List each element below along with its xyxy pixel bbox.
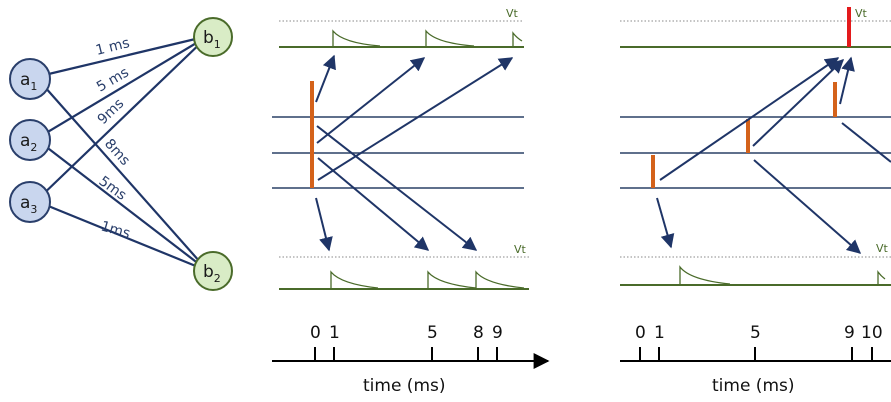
edge-label-a3-b2: 1ms <box>99 218 132 242</box>
psp-curves-b2 <box>330 270 525 289</box>
timing-panel-1: Vt Vt <box>272 7 550 396</box>
node-a3: a3 <box>9 181 51 223</box>
node-b1: b1 <box>193 17 233 57</box>
output-nodes: b1 b2 <box>193 17 233 291</box>
arrow-a3-b1 <box>317 57 514 181</box>
arrow-a1-b1 <box>315 54 336 103</box>
tick-label: 5 <box>750 323 761 343</box>
psp-curve <box>679 265 731 285</box>
input-spikes <box>651 82 837 188</box>
psp-curve <box>332 29 381 47</box>
tick-label: 9 <box>844 323 855 343</box>
time-axis-2: 0 1 5 9 10 time (ms) <box>620 323 891 396</box>
svg-text:b2: b2 <box>203 262 221 285</box>
psp-curve <box>877 270 886 285</box>
arrow-a1-b2-partial <box>841 122 891 163</box>
edge-label-a2-b1: 5 ms <box>94 64 132 95</box>
arrow-a3-b2 <box>315 197 333 252</box>
tick-label: 9 <box>492 323 503 343</box>
tick-label: 1 <box>329 323 340 343</box>
propagation-arrows <box>656 56 862 254</box>
node-b2-sub: 2 <box>214 272 221 285</box>
timing-panel-2: Vt Vt <box>620 7 891 396</box>
svg-text:a1: a1 <box>20 70 37 93</box>
propagation-arrows <box>315 54 514 252</box>
tick-label: 0 <box>310 323 321 343</box>
node-a2-base: a <box>20 131 30 151</box>
tick-label: 10 <box>861 323 883 343</box>
node-a2: a2 <box>9 119 51 161</box>
network-edges <box>35 34 209 273</box>
node-a1-sub: 1 <box>30 80 37 93</box>
node-b2-base: b <box>203 262 214 282</box>
axis-label: time (ms) <box>363 376 446 396</box>
tick-label: 1 <box>654 323 665 343</box>
psp-curve <box>512 31 523 47</box>
edge-a3-b2 <box>35 199 209 273</box>
svg-text:a2: a2 <box>20 131 37 154</box>
tick-label: 0 <box>635 323 646 343</box>
node-b1-sub: 1 <box>214 38 221 51</box>
edge-a2-b2 <box>35 138 209 272</box>
psp-curve <box>475 270 525 289</box>
arrow-a1-b2 <box>316 125 478 251</box>
psp-curves-b2 <box>679 265 886 285</box>
edge-a1-b2 <box>35 76 209 272</box>
input-nodes: a1 a2 a3 <box>9 58 51 223</box>
vt-label-top: Vt <box>506 7 519 20</box>
psp-curves-b1 <box>332 29 523 47</box>
arrow-a3-b2 <box>656 197 675 249</box>
arrow-a3-b1 <box>659 57 840 181</box>
node-a3-sub: 3 <box>30 203 37 216</box>
edge-label-a1-b2: 8ms <box>101 136 133 169</box>
vt-label-bottom: Vt <box>876 242 889 255</box>
psp-curve <box>330 270 379 289</box>
edge-a2-b1 <box>35 35 209 140</box>
node-a1: a1 <box>9 58 51 100</box>
axis-label: time (ms) <box>712 376 795 396</box>
tick-label: 5 <box>427 323 438 343</box>
node-b2: b2 <box>193 251 233 291</box>
tick-label: 8 <box>473 323 484 343</box>
node-a2-sub: 2 <box>30 141 37 154</box>
edge-a1-b1 <box>35 34 209 79</box>
vt-label-top: Vt <box>855 7 868 20</box>
network-graph: 1 ms 5 ms 9ms 8ms 5ms 1ms a1 a2 a3 <box>9 17 233 291</box>
node-a1-base: a <box>20 70 30 90</box>
node-b1-base: b <box>203 28 214 48</box>
arrow-a2-b2 <box>753 159 862 254</box>
vt-label-bottom: Vt <box>514 243 527 256</box>
psp-curve <box>427 270 477 289</box>
arrow-a2-b1 <box>752 59 845 147</box>
arrow-a1-b1 <box>839 56 855 105</box>
arrow-a2-b2 <box>317 157 430 251</box>
svg-text:b1: b1 <box>203 28 221 51</box>
psp-curve <box>425 29 475 47</box>
svg-text:a3: a3 <box>20 193 37 216</box>
edge-a3-b1 <box>35 35 209 202</box>
time-axis-1: 0 1 5 8 9 time (ms) <box>272 323 550 396</box>
node-a3-base: a <box>20 193 30 213</box>
arrow-a2-b1 <box>316 57 426 144</box>
